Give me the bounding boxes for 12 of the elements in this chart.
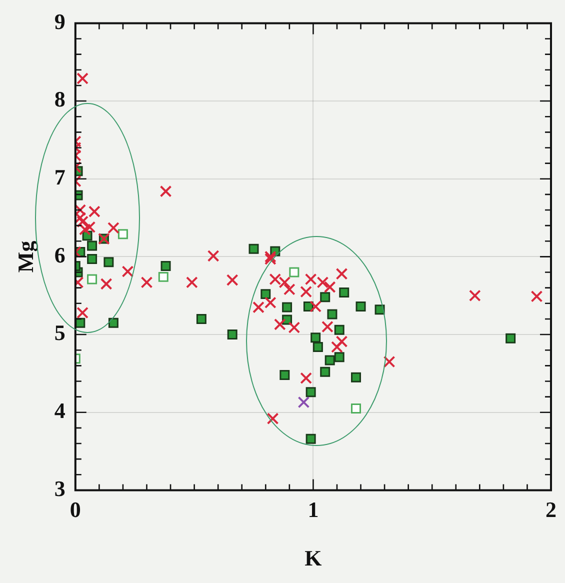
y-tick-label: 4 <box>54 398 66 424</box>
y-tick-label: 8 <box>54 86 66 112</box>
y-axis-title: Mg <box>12 240 38 273</box>
y-tick-label: 7 <box>54 164 66 190</box>
x-axis-title: K <box>304 545 322 570</box>
x-tick-label: 2 <box>546 497 556 522</box>
y-tick-label: 5 <box>54 320 66 346</box>
y-tick-label: 3 <box>54 476 66 501</box>
x-tick-label: 0 <box>70 497 81 522</box>
x-tick-label: 1 <box>308 497 319 522</box>
y-tick-label: 6 <box>54 242 66 268</box>
y-tick-label: 9 <box>54 8 66 34</box>
